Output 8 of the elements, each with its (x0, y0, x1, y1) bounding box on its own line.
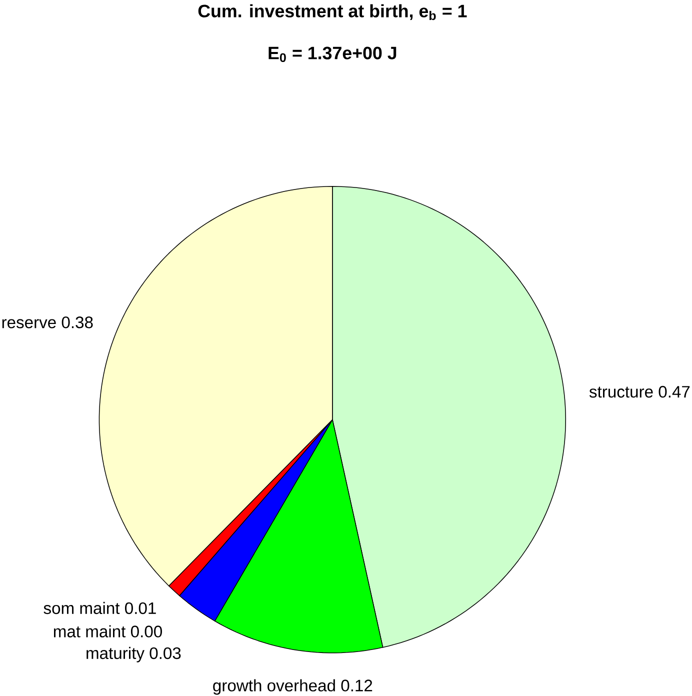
slice-label: structure 0.47 (590, 386, 690, 398)
slice-label: growth overhead 0.12 (213, 679, 372, 695)
chart-subtitle: E$_{0}$ = 1.37e+00 J (268, 46, 396, 62)
slice-label: reserve 0.38 (2, 316, 93, 328)
category-label: mat maint 0.00 (54, 625, 162, 638)
slice-label: som maint 0.01 (44, 602, 156, 614)
chart-title: Cum. investment at birth, e$_{b}$ = 1 (198, 4, 467, 20)
slice-label: maturity 0.03 (86, 646, 181, 662)
